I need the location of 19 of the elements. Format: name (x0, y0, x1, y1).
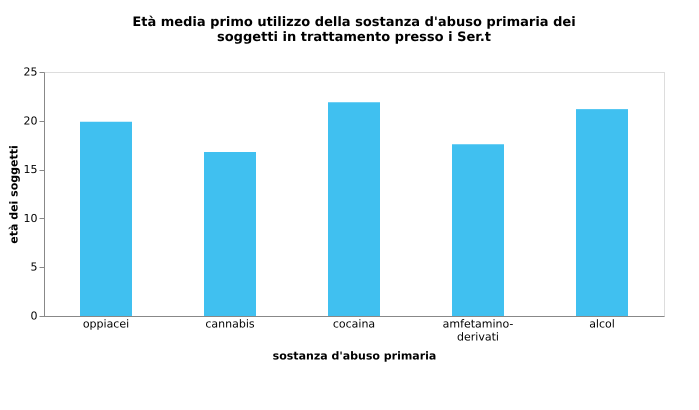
x-tick-label: amfetamino-derivati (442, 318, 514, 344)
y-tick-label: 0 (30, 310, 38, 322)
bar (452, 144, 504, 316)
bar (204, 152, 256, 316)
x-tick-label: oppiacei (82, 318, 130, 330)
x-tick-label: cocaina (332, 318, 376, 330)
bar (328, 102, 380, 316)
y-tick-label: 20 (24, 114, 38, 128)
x-axis-title: sostanza d'abuso primaria (272, 350, 436, 362)
y-tick-label: 10 (24, 212, 38, 225)
bar (576, 109, 628, 316)
y-tick-label: 25 (24, 66, 38, 78)
y-tick-label: 5 (30, 260, 38, 274)
x-tick-label: alcol (589, 318, 615, 330)
bar (80, 122, 132, 316)
x-tick-label: cannabis (205, 318, 255, 330)
chart-title: Età media primo utilizzo della sostanza d'abuso primaria dei soggetti in trattamento presso i Ser.t (132, 15, 576, 45)
y-tick-label: 15 (24, 163, 38, 176)
y-axis-title: età dei soggetti (8, 145, 21, 244)
